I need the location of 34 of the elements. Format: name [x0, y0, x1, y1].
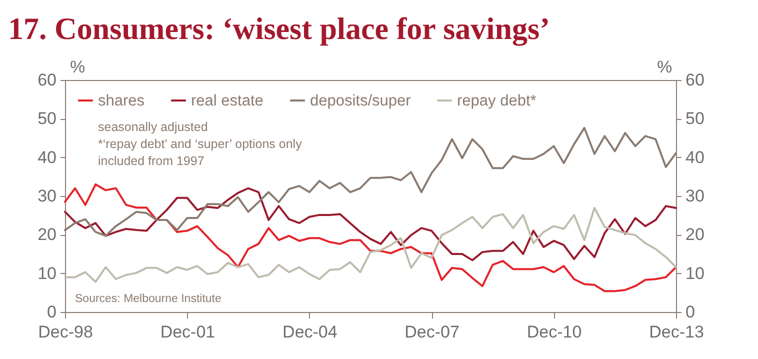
x-tick-label: Dec-13 — [649, 322, 704, 342]
y2-tick-label: 30 — [686, 186, 704, 206]
y-axis-title: % — [70, 58, 86, 76]
x-tick-label: Dec-07 — [404, 322, 460, 342]
annotation: included from 1997 — [98, 154, 204, 168]
y2-axis-title: % — [656, 58, 672, 76]
line-series — [64, 206, 677, 283]
y2-tick-label: 60 — [686, 70, 704, 90]
x-tick-label: Dec-01 — [160, 322, 216, 342]
legend-label: deposits/super — [310, 92, 411, 110]
x-tick-label: Dec-98 — [38, 322, 93, 342]
y-tick-label: 20 — [38, 225, 56, 244]
chart-title: 17. Consumers: ‘wisest place for savings’ — [8, 11, 550, 46]
line-series — [64, 183, 677, 292]
x-tick-label: Dec-04 — [282, 322, 338, 342]
annotation: seasonally adjusted — [98, 120, 208, 134]
y2-tick-label: 0 — [686, 302, 695, 322]
annotation: *‘repay debt’ and ‘super’ options only — [98, 137, 303, 151]
x-tick-label: Dec-10 — [526, 322, 582, 342]
y-tick-label: 60 — [38, 70, 56, 90]
y-tick-label: 50 — [38, 109, 56, 128]
y2-tick-label: 20 — [686, 225, 704, 244]
annotation: Sources: Melbourne Institute — [75, 293, 222, 305]
y-tick-label: 10 — [38, 264, 56, 283]
y2-tick-label: 10 — [686, 264, 704, 283]
y-tick-label: 30 — [38, 186, 56, 206]
y2-tick-label: 50 — [686, 109, 704, 128]
y-tick-label: 0 — [47, 302, 56, 322]
legend-label: repay debt* — [457, 92, 536, 110]
y2-tick-label: 40 — [686, 148, 704, 167]
y-tick-label: 40 — [38, 148, 56, 167]
legend-label: real estate — [191, 92, 264, 110]
legend-label: shares — [98, 92, 145, 110]
line-series — [64, 187, 677, 262]
